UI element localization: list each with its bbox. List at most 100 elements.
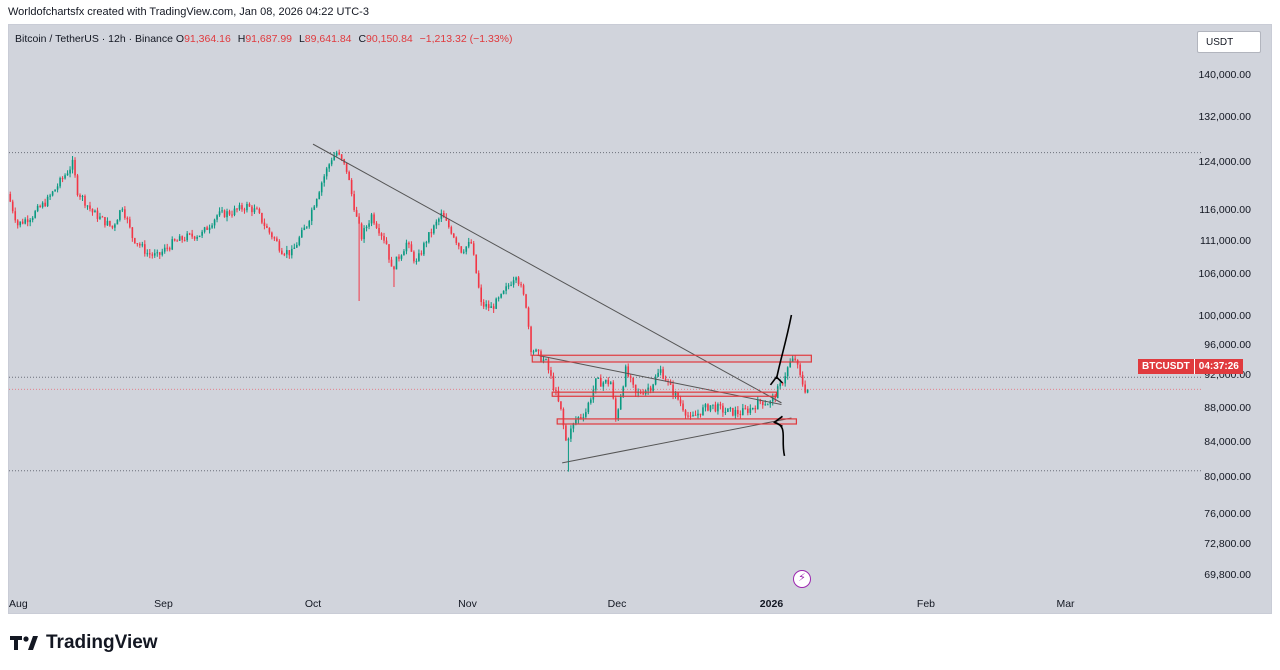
candle-body: [684, 410, 687, 416]
candle-body: [263, 222, 266, 226]
candle-body: [383, 235, 385, 241]
candle-body: [134, 238, 136, 244]
candle-body: [447, 220, 450, 228]
candle-body: [86, 205, 89, 207]
candle-body: [490, 306, 492, 309]
candle-body: [273, 237, 276, 239]
candle-body: [786, 367, 789, 377]
x-tick-label: 2026: [760, 598, 784, 610]
x-tick-label: Dec: [608, 598, 627, 610]
candle-body: [385, 240, 388, 245]
candle-body: [363, 228, 365, 240]
trendline: [312, 143, 782, 404]
candle-body: [400, 255, 403, 259]
candle-body: [248, 203, 251, 207]
candle-body: [662, 369, 664, 379]
candle-body: [609, 382, 612, 385]
candle-body: [315, 199, 318, 207]
candle-body: [143, 244, 146, 254]
candle-body: [617, 409, 620, 420]
change-value: −1,213.32 (−1.33%): [419, 33, 513, 45]
candle-body: [547, 359, 550, 371]
arrowhead-up: [769, 375, 784, 386]
y-tick-label: 84,000.00: [1204, 436, 1251, 448]
x-tick-label: Mar: [1056, 598, 1075, 610]
candle-body: [629, 376, 632, 378]
candle-body: [687, 415, 689, 417]
candlestick-chart[interactable]: 140,000.00 132,000.00 124,000.00 116,000.00…: [9, 25, 1273, 615]
candle-body: [497, 297, 500, 299]
candle-body: [221, 210, 223, 212]
candle-body: [34, 211, 36, 218]
candle-body: [742, 408, 744, 416]
candle-body: [278, 241, 281, 251]
candle-body: [310, 209, 313, 222]
candle-body: [171, 239, 174, 250]
support-resistance-zone: [556, 418, 798, 425]
candle-body: [445, 217, 448, 221]
candle-body: [163, 247, 166, 252]
candle-body: [395, 256, 398, 270]
candle-body: [707, 404, 709, 411]
candle-body: [99, 216, 101, 219]
candle-body: [455, 237, 458, 243]
candle-body: [420, 253, 423, 255]
candle-body: [353, 194, 355, 211]
y-tick-label: 116,000.00: [1199, 204, 1251, 216]
candle-body: [562, 408, 565, 426]
candle-body: [69, 169, 71, 174]
currency-selector[interactable]: USDT: [1197, 31, 1261, 53]
candle-body: [375, 223, 378, 228]
candle-body: [485, 304, 487, 307]
candle-body: [754, 408, 757, 410]
candle-body: [418, 253, 420, 261]
candle-body: [457, 242, 460, 247]
candle-body: [271, 232, 273, 238]
candle-body: [751, 408, 754, 410]
candle-body: [724, 411, 727, 413]
candle-body: [440, 213, 443, 219]
candle-body: [664, 378, 667, 382]
candle-body: [799, 364, 801, 375]
candle-body: [89, 205, 91, 209]
y-tick-label: 106,000.00: [1198, 268, 1251, 280]
candle-body: [181, 236, 183, 240]
candle-body: [79, 195, 81, 197]
candle-body: [211, 225, 213, 228]
candle-body: [300, 230, 303, 238]
candle-body: [66, 173, 69, 176]
candle-body: [36, 205, 39, 212]
candle-body: [223, 210, 226, 218]
candle-body: [535, 349, 537, 352]
candle-body: [530, 326, 532, 353]
symbol-label[interactable]: Bitcoin / TetherUS · 12h · Binance: [15, 33, 173, 45]
candle-body: [475, 254, 478, 274]
candle-body: [654, 376, 657, 385]
candle-body: [732, 407, 734, 416]
candle-body: [345, 163, 348, 172]
candle-body: [148, 253, 151, 255]
candle-body: [398, 256, 400, 259]
candle-body: [614, 398, 617, 420]
candle-body: [697, 413, 699, 416]
candle-body: [612, 382, 615, 399]
candle-body: [794, 358, 796, 360]
candle-body: [784, 376, 787, 384]
candle-body: [16, 220, 19, 226]
candle-body: [206, 227, 208, 230]
candle-body: [256, 208, 258, 210]
chart-frame[interactable]: 140,000.00 132,000.00 124,000.00 116,000.00…: [8, 24, 1272, 614]
lightning-bolt-icon[interactable]: ⚡: [793, 570, 811, 588]
candle-body: [166, 247, 169, 249]
candle-body: [604, 379, 607, 383]
candle-body: [161, 251, 164, 255]
candle-body: [674, 392, 677, 396]
candle-body: [94, 210, 96, 213]
candle-body: [527, 307, 530, 327]
candle-body: [582, 416, 585, 418]
candle-body: [360, 223, 363, 240]
candle-body: [246, 203, 248, 211]
candle-body: [428, 232, 430, 243]
candle-body: [183, 239, 186, 241]
candle-body: [423, 243, 425, 255]
